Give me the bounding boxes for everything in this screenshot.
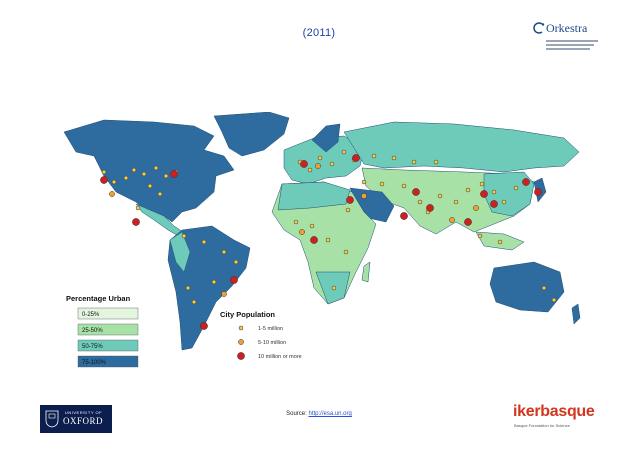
ikerbasque-logo-tagline: Basque Foundation for Science: [514, 423, 570, 428]
orkestra-logo-name: Orkestra: [546, 21, 588, 35]
north-america: [64, 119, 235, 223]
legend-city-label: 5-10 million: [258, 340, 286, 346]
legend-urban-swatch: [77, 355, 139, 368]
source-line: Source: http://esa.un.org: [0, 411, 638, 417]
oxford-logo-small: UNIVERSITY OF: [65, 410, 103, 415]
greenland: [213, 112, 290, 157]
andes-region: [169, 231, 191, 273]
legend-urban-swatch: [77, 307, 139, 320]
legend-city-label: 1-5 million: [258, 326, 283, 332]
source-prefix: Source:: [286, 411, 307, 417]
ikerbasque-logo: ikerbasque Basque Foundation for Science: [513, 403, 595, 433]
map-title: (2011): [302, 27, 336, 39]
new-zealand: [571, 303, 581, 325]
legend-urban-label: 50-75%: [82, 344, 103, 350]
oxford-logo-big: OXFORD: [63, 416, 104, 426]
madagascar: [361, 261, 371, 283]
legend-city-marker: [237, 352, 245, 360]
orkestra-logo-line: [546, 44, 594, 46]
legend-city-title: City Population: [220, 310, 275, 319]
orkestra-logo-line: [546, 48, 590, 50]
legend-urban-label: 25-50%: [82, 328, 103, 334]
legend-urban-label: 75-100%: [82, 360, 107, 366]
oxford-logo: UNIVERSITY OF OXFORD: [40, 405, 112, 433]
city-markers-large: [100, 154, 542, 330]
north-africa: [277, 181, 351, 211]
legend-urban-label: 0-25%: [82, 312, 100, 318]
legend-city-label: 10 million or more: [258, 354, 302, 360]
russia: [343, 121, 580, 173]
oxford-crest-icon: [45, 410, 59, 428]
legend-city-marker: [238, 339, 244, 345]
orkestra-logo-icon: [533, 22, 545, 34]
legend-city: City Population 1-5 million 5-10 million…: [220, 310, 302, 360]
legend-urban: Percentage Urban 0-25% 25-50% 50-75% 75-…: [66, 294, 139, 368]
legend-urban-swatch: [77, 339, 139, 352]
world-map: Percentage Urban 0-25% 25-50% 50-75% 75-…: [64, 112, 581, 368]
source-link[interactable]: http://esa.un.org: [308, 411, 352, 417]
australia: [489, 261, 565, 313]
scandinavia: [311, 123, 341, 153]
city-markers-medium: [109, 163, 479, 297]
orkestra-logo-line: [546, 40, 598, 42]
legend-urban-title: Percentage Urban: [66, 294, 131, 303]
legend-urban-swatch: [77, 323, 139, 336]
ikerbasque-logo-name: ikerbasque: [513, 403, 595, 420]
orkestra-logo: Orkestra: [532, 19, 612, 53]
legend-city-marker: [238, 325, 244, 331]
